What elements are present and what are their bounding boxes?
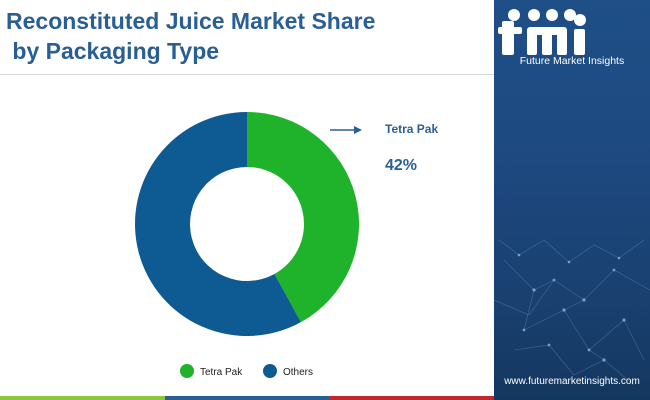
title-line-2: by Packaging Type bbox=[6, 38, 220, 64]
title-divider bbox=[0, 74, 494, 75]
bottom-bar-blue bbox=[164, 396, 330, 400]
legend-label-others: Others bbox=[283, 367, 313, 378]
callout-value: 42% bbox=[385, 157, 417, 174]
bottom-bar-red bbox=[329, 396, 495, 400]
bottom-bar-green bbox=[0, 396, 165, 400]
brand-name: Future Market Insights bbox=[519, 55, 625, 67]
callout-arrow-head bbox=[354, 126, 362, 134]
slice-others bbox=[135, 112, 301, 336]
legend-marker-others bbox=[263, 364, 277, 378]
network-pattern bbox=[494, 239, 650, 386]
website-link[interactable]: www.futuremarketinsights.com bbox=[504, 376, 640, 387]
chart-title: Reconstituted Juice Market Share by Pack… bbox=[6, 6, 476, 66]
legend-marker-tetra-pak bbox=[180, 364, 194, 378]
fmi-logo-mark bbox=[498, 9, 586, 55]
donut-chart: Tetra Pak 42% Tetra Pak Others bbox=[135, 112, 438, 378]
bottom-color-bar bbox=[0, 396, 495, 400]
legend-label-tetra-pak: Tetra Pak bbox=[200, 367, 243, 378]
callout-label: Tetra Pak bbox=[385, 122, 438, 136]
slice-tetra-pak bbox=[247, 112, 360, 323]
title-line-1: Reconstituted Juice Market Share bbox=[6, 8, 376, 34]
brand-panel: Future Market Insights www.futuremarketi… bbox=[494, 0, 650, 400]
